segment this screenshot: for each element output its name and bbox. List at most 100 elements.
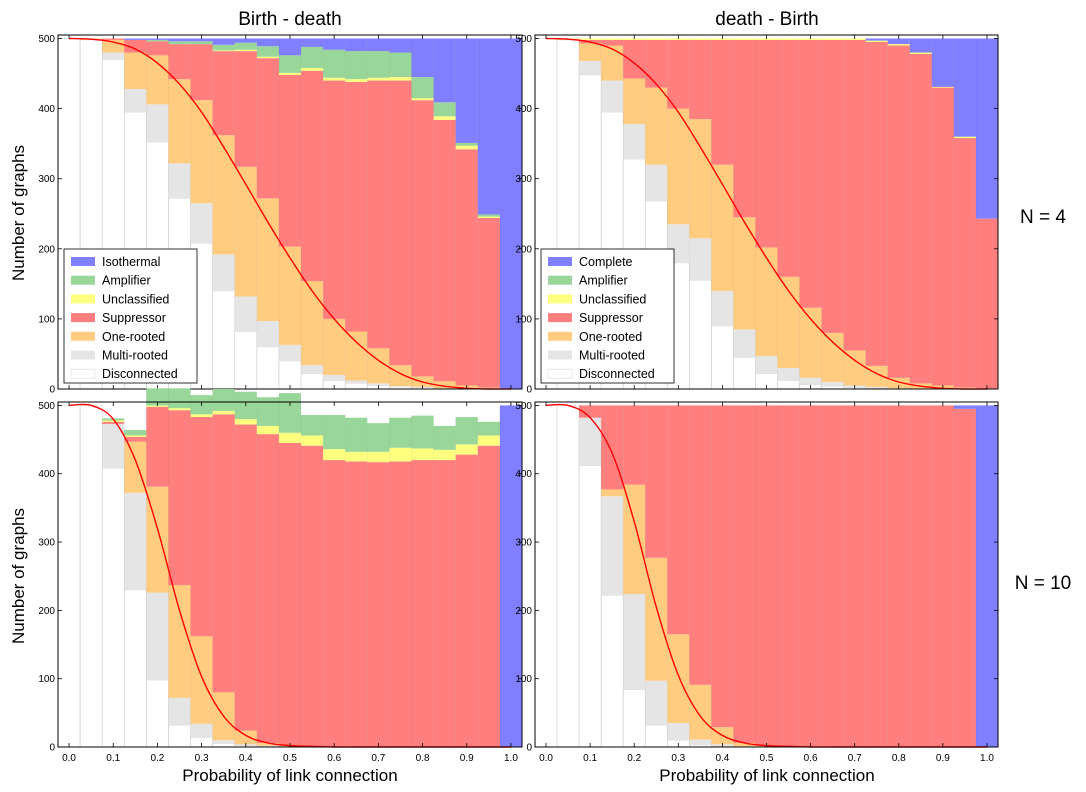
legend-swatch xyxy=(548,257,572,266)
bar-segment-suppressor xyxy=(733,405,756,743)
bar-segment-multi-rooted xyxy=(711,290,734,326)
bar-segment-one-rooted xyxy=(146,486,169,593)
panel-top-right: 0 100 200 300 400 500 Complete Amplifier Unclass… xyxy=(515,34,999,396)
bar-segment-multi-rooted xyxy=(623,124,646,160)
bar-segment-multi-rooted xyxy=(146,104,169,143)
bar-segment-one-rooted xyxy=(733,217,756,330)
bar-segment-suppressor xyxy=(755,405,778,746)
bar-segment-isothermal xyxy=(499,405,522,747)
bar-segment-unclassified xyxy=(755,38,778,40)
bar-segment-unclassified xyxy=(455,444,478,455)
bar-segment-suppressor xyxy=(623,405,646,485)
legend-swatch xyxy=(70,368,96,379)
bar-segment-suppressor xyxy=(301,70,324,282)
legend-swatch xyxy=(71,313,95,323)
bar-segment-disconnected xyxy=(79,405,103,748)
legend-label: Amplifier xyxy=(579,274,628,288)
legend-swatch xyxy=(71,331,95,341)
bar-segment-one-rooted xyxy=(777,276,800,368)
legend-swatch xyxy=(548,294,572,304)
bar-segment-multi-rooted xyxy=(256,745,279,747)
bar-segment-isothermal xyxy=(455,38,478,143)
bar-segment-isothermal xyxy=(499,38,522,390)
bar-segment-disconnected xyxy=(711,325,734,390)
bar-segment-suppressor xyxy=(212,414,235,693)
bar-segment-suppressor xyxy=(124,436,147,442)
bar-segment-disconnected xyxy=(578,465,602,748)
bar-segment-unclassified xyxy=(168,408,191,411)
y-tick-label: 400 xyxy=(38,469,55,480)
bar-segment-suppressor xyxy=(190,44,213,101)
bar-segment-suppressor xyxy=(477,445,500,747)
x-tick-label: 0.4 xyxy=(239,753,253,764)
bar-segment-unclassified xyxy=(301,67,324,71)
bar-segment-multi-rooted xyxy=(102,423,125,469)
bar-segment-isothermal xyxy=(411,38,434,78)
x-tick-label: 0.4 xyxy=(715,753,729,764)
panel-top-left: 0 100 200 300 400 500 Isothermal Amplifier Uncla… xyxy=(38,34,523,396)
bar-segment-suppressor xyxy=(323,460,346,747)
bar-segment-unclassified xyxy=(601,38,624,40)
bar-segment-suppressor xyxy=(124,39,147,53)
bar-segment-amplifier xyxy=(301,46,324,68)
bar-segment-disconnected xyxy=(101,467,125,748)
legend-label: Suppressor xyxy=(102,311,166,325)
bar-segment-amplifier xyxy=(455,417,478,445)
bar-segment-unclassified xyxy=(345,451,368,462)
bar-segment-suppressor xyxy=(601,405,624,490)
bar-segment-disconnected xyxy=(212,290,236,390)
bar-segment-multi-rooted xyxy=(256,321,279,347)
bar-segment-unclassified xyxy=(623,38,646,40)
bar-segment-suppressor xyxy=(411,460,434,747)
bar-segment-unclassified xyxy=(256,425,279,435)
bar-segment-one-rooted xyxy=(887,377,910,389)
legend-label: Unclassified xyxy=(579,292,646,306)
bar-segment-unclassified xyxy=(909,52,932,54)
bar-segment-suppressor xyxy=(667,405,690,635)
fit-curve xyxy=(546,37,987,390)
bar-segment-unclassified xyxy=(190,414,213,418)
bar-segment-multi-rooted xyxy=(689,739,712,745)
bar-segment-suppressor xyxy=(865,405,888,747)
bar-segment-one-rooted xyxy=(711,164,734,291)
bar-segment-multi-rooted xyxy=(645,680,668,726)
bar-segment-one-rooted xyxy=(477,387,500,389)
bar-segment-suppressor xyxy=(975,218,998,389)
bar-segment-unclassified xyxy=(953,136,976,139)
bar-segment-unclassified xyxy=(931,86,954,88)
bar-segment-isothermal xyxy=(323,38,346,50)
bar-segment-unclassified xyxy=(234,419,257,425)
bar-segment-complete xyxy=(909,38,932,53)
bar-segment-disconnected xyxy=(168,724,191,748)
bar-segment-suppressor xyxy=(821,39,844,333)
legend-label: Isothermal xyxy=(102,255,160,269)
column-title-left: Birth - death xyxy=(238,9,342,30)
legend-swatch xyxy=(548,331,572,341)
bar-segment-unclassified xyxy=(579,38,602,40)
bar-segment-unclassified xyxy=(389,77,412,81)
legend-swatch xyxy=(548,275,572,285)
bar-segment-suppressor xyxy=(755,39,778,248)
bar-segment-suppressor xyxy=(843,39,866,351)
y-tick-label: 100 xyxy=(515,314,532,325)
bar-segment-unclassified xyxy=(389,447,412,462)
x-tick-label: 0.9 xyxy=(936,753,950,764)
bar-segment-one-rooted xyxy=(755,247,778,357)
bar-segment-suppressor xyxy=(146,41,169,56)
bar-segment-one-rooted xyxy=(278,246,302,345)
bar-segment-disconnected xyxy=(57,405,81,748)
bar-segment-suppressor xyxy=(477,217,500,388)
bar-segment-one-rooted xyxy=(433,381,456,389)
bar-segment-multi-rooted xyxy=(234,296,257,332)
x-tick-label: 0.3 xyxy=(195,753,209,764)
y-tick-label: 500 xyxy=(38,34,55,45)
bar-segment-unclassified xyxy=(411,98,434,101)
bar-segment-suppressor xyxy=(799,39,822,308)
bar-segment-suppressor xyxy=(168,410,191,586)
bar-segment-one-rooted xyxy=(389,365,412,387)
bar-segment-multi-rooted xyxy=(212,254,235,291)
bar-segment-suppressor xyxy=(579,405,602,418)
bar-segment-amplifier xyxy=(168,41,191,45)
bar-segment-one-rooted xyxy=(124,441,147,493)
bar-segment-one-rooted xyxy=(953,387,976,389)
